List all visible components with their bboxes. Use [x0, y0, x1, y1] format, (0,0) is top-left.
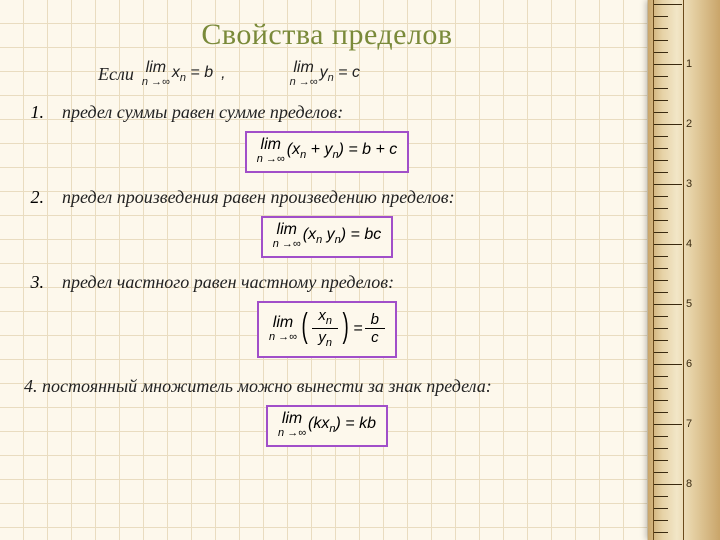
condition-line: Если limn →∞ xn = b , limn →∞ yn = c [98, 60, 632, 88]
lim-yn: limn →∞ yn = c [290, 60, 360, 88]
formula-body: (xn + yn) = b + c [287, 141, 398, 161]
property-text: предел частного равен частному пределов: [62, 272, 394, 293]
frac-bot: yn [312, 329, 338, 350]
list-number: 4. [24, 376, 38, 396]
list-number: 1. [22, 102, 44, 123]
formula-body: (xn yn) = bc [303, 226, 382, 246]
property-3: 3. предел частного равен частному предел… [22, 272, 632, 293]
property-text: постоянный множитель можно вынести за зн… [42, 376, 492, 396]
list-number: 3. [22, 272, 44, 293]
property-text: предел суммы равен сумме пределов: [62, 102, 343, 123]
property-2: 2. предел произведения равен произведени… [22, 187, 632, 208]
comma: , [221, 65, 225, 83]
property-4: 4. постоянный множитель можно вынести за… [24, 376, 632, 397]
formula-body: (kxn) = kb [308, 415, 376, 435]
cond-expr-b: yn = c [320, 64, 360, 84]
property-1: 1. предел суммы равен сумме пределов: [22, 102, 632, 123]
formula-3: limn →∞ ( xn yn ) = b c [22, 301, 632, 358]
frac-top: xn [312, 307, 338, 328]
page-title: Свойства пределов [22, 18, 632, 52]
list-number: 2. [22, 187, 44, 208]
condition-prefix: Если [98, 64, 134, 85]
slide-content: Свойства пределов Если limn →∞ xn = b , … [0, 0, 720, 540]
lim-xn: limn →∞ xn = b [142, 60, 213, 88]
formula-1: limn →∞ (xn + yn) = b + c [22, 131, 632, 173]
cond-expr-a: xn = b [172, 64, 213, 84]
property-text: предел произведения равен произведению п… [62, 187, 455, 208]
formula-2: limn →∞ (xn yn) = bc [22, 216, 632, 258]
formula-4: limn →∞ (kxn) = kb [22, 405, 632, 447]
